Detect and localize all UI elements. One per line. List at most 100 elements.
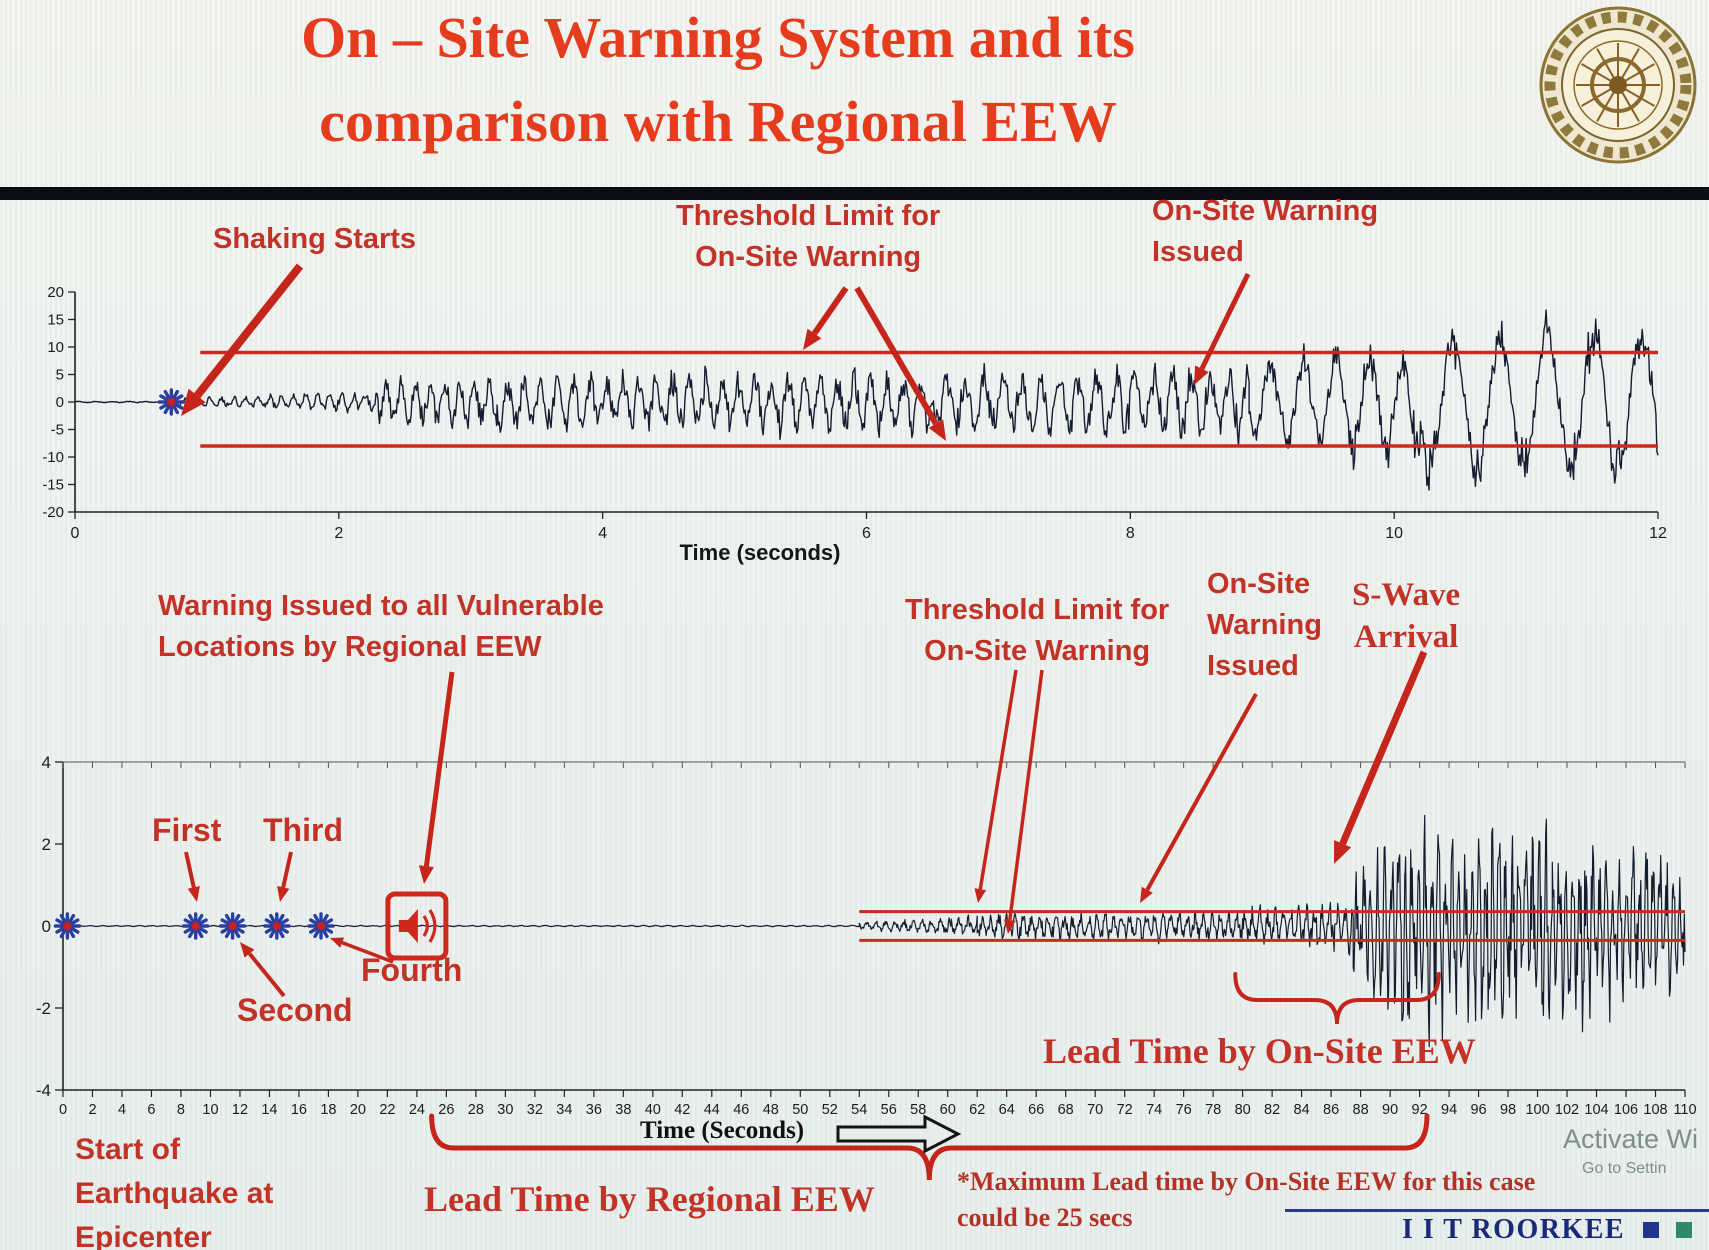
annotation-arrowhead <box>277 886 290 902</box>
axis-tick-label: 22 <box>379 1102 395 1118</box>
annotation-line: On-Site Warning <box>924 635 1151 667</box>
annotation-regional-warning: Warning Issued to all Vulnerable Locatio… <box>158 586 604 668</box>
annotation-arrow <box>811 286 849 336</box>
iit-roorkee-logo <box>1539 6 1697 164</box>
brand-square-green-icon <box>1676 1222 1693 1238</box>
axis-tick-label: 10 <box>1385 525 1403 542</box>
axis-tick-label: 0 <box>71 525 80 542</box>
annotation-arrow <box>194 263 304 399</box>
axis-tick-label: 36 <box>586 1102 602 1118</box>
axis-tick-label: 100 <box>1525 1102 1549 1118</box>
axis-tick-label: 50 <box>792 1102 808 1118</box>
axis-tick-label: 20 <box>47 284 64 301</box>
title-separator <box>0 187 1709 200</box>
axis-tick-label: -15 <box>42 477 64 494</box>
axis-tick-label: 66 <box>1028 1102 1044 1118</box>
axis-tick-label: 58 <box>910 1102 926 1118</box>
axis-tick-label: 70 <box>1087 1102 1103 1118</box>
axis-tick-label: -20 <box>42 504 64 521</box>
axis-tick-label: 56 <box>881 1102 897 1118</box>
annotation-max-lead-note: *Maximum Lead time by On-Site EEW for th… <box>957 1164 1535 1236</box>
regional-warning-icon <box>385 891 449 961</box>
axis-tick-label: 0 <box>42 917 51 936</box>
annotation-arrowhead <box>330 937 345 948</box>
axis-tick-label: 2 <box>88 1102 96 1118</box>
annotation-line: *Maximum Lead time by On-Site EEW for th… <box>957 1167 1536 1196</box>
lead-time-regional-brace <box>429 1113 1430 1181</box>
annotation-arrowhead <box>240 942 255 958</box>
axis-tick-label: 34 <box>556 1102 572 1118</box>
axis-tick-label: 10 <box>47 339 64 356</box>
axis-tick-label: 14 <box>261 1102 277 1118</box>
axis-tick-label: 46 <box>733 1102 749 1118</box>
brand-square-blue-icon <box>1642 1222 1659 1238</box>
annotation-arrow <box>341 940 394 964</box>
annotation-line: Issued <box>1207 650 1299 682</box>
annotation-line: Threshold Limit for <box>905 594 1170 626</box>
annotation-arrow <box>184 851 196 888</box>
annotation-line: Issued <box>1152 236 1244 268</box>
shaking-starts-marker <box>157 388 186 416</box>
annotation-fourth-detection: Fourth <box>361 952 463 988</box>
iit-roorkee-wordmark: I I T ROORKEE <box>1402 1214 1693 1246</box>
annotation-bottom-warning-issued: On-Site Warning Issued <box>1207 564 1322 687</box>
axis-tick-label: 104 <box>1584 1102 1608 1118</box>
axis-tick-label: 20 <box>350 1102 366 1118</box>
top-waveform <box>74 309 1659 491</box>
annotation-arrowhead <box>974 888 987 903</box>
annotation-arrowhead <box>1194 365 1209 385</box>
axis-tick-label: -5 <box>51 422 64 439</box>
annotation-line: Start of <box>75 1133 180 1166</box>
earthquake-start-marker <box>53 912 82 940</box>
bottom-chart-xlabel: Time (Seconds) <box>640 1117 805 1144</box>
axis-tick-label: 10 <box>202 1102 218 1118</box>
annotation-arrowhead <box>803 328 822 350</box>
axis-tick-label: 86 <box>1323 1102 1339 1118</box>
annotation-lead-time-onsite: Lead Time by On-Site EEW <box>1043 1031 1476 1071</box>
axis-tick-label: 92 <box>1412 1102 1428 1118</box>
p-detection-marker-second <box>218 912 247 940</box>
axis-tick-label: 6 <box>862 525 871 542</box>
annotation-top-threshold: Threshold Limit for On-Site Warning <box>676 196 940 278</box>
annotation-line: Locations by Regional EEW <box>158 631 542 663</box>
axis-tick-label: 4 <box>42 753 51 772</box>
axis-tick-label: 42 <box>674 1102 690 1118</box>
axis-tick-label: 38 <box>615 1102 631 1118</box>
brand-text: I I T ROORKEE <box>1402 1214 1626 1245</box>
p-detection-marker-fourth <box>307 912 335 940</box>
axis-tick-label: -4 <box>36 1081 51 1100</box>
axis-tick-label: 84 <box>1294 1102 1310 1118</box>
axis-tick-label: 52 <box>822 1102 838 1118</box>
annotation-line: Warning <box>1207 609 1322 641</box>
axis-tick-label: 80 <box>1235 1102 1251 1118</box>
page-title-line-2: comparison with Regional EEW <box>319 89 1117 154</box>
annotation-lead-time-regional: Lead Time by Regional EEW <box>424 1179 875 1219</box>
annotation-arrow <box>281 851 293 888</box>
lead-time-onsite-brace <box>1233 972 1441 1025</box>
axis-tick-label: 44 <box>704 1102 720 1118</box>
axis-tick-label: 72 <box>1117 1102 1133 1118</box>
top-chart-xlabel: Time (seconds) <box>679 540 841 565</box>
annotation-top-warning-issued: On-Site Warning Issued <box>1152 191 1378 273</box>
axis-tick-label: 108 <box>1643 1102 1667 1118</box>
annotation-arrow <box>1199 272 1251 370</box>
annotation-s-wave-arrival: S-Wave Arrival <box>1352 574 1460 658</box>
axis-tick-label: 88 <box>1353 1102 1369 1118</box>
annotation-shaking-starts: Shaking Starts <box>213 223 417 255</box>
axis-tick-label: 96 <box>1470 1102 1486 1118</box>
axis-tick-label: 0 <box>59 1102 67 1118</box>
axis-tick-label: 16 <box>291 1102 307 1118</box>
annotation-line: Threshold Limit for <box>676 200 941 232</box>
axis-tick-label: 4 <box>598 525 607 542</box>
annotation-line: On-Site <box>1207 568 1311 600</box>
axis-tick-label: 78 <box>1205 1102 1221 1118</box>
axis-tick-label: 26 <box>438 1102 454 1118</box>
annotation-arrow <box>247 952 286 998</box>
axis-tick-label: -10 <box>42 449 64 466</box>
axis-tick-label: 106 <box>1614 1102 1638 1118</box>
axis-tick-label: 12 <box>1649 525 1667 542</box>
axis-tick-label: 8 <box>177 1102 185 1118</box>
axis-tick-label: 102 <box>1555 1102 1579 1118</box>
